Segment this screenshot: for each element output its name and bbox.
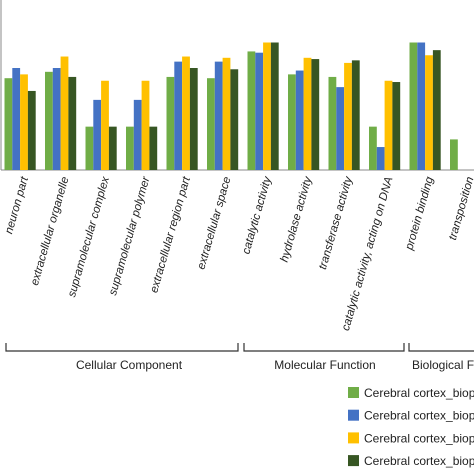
x-tick-label: transposition <box>447 176 474 242</box>
legend: Cerebral cortex_biop Cerebral cortex_biop… <box>348 386 474 468</box>
x-tick-label: protein binding <box>403 175 436 252</box>
group-bracket <box>5 343 239 352</box>
x-tick-label: transferase activity <box>317 174 355 271</box>
group-bracket <box>243 343 405 352</box>
bar-4-series-3 <box>141 80 150 170</box>
bar-8-series-4 <box>311 59 320 171</box>
bar-7-series-2 <box>255 52 264 171</box>
x-tick-label: supramolecular polymer <box>107 174 153 296</box>
bar-5-series-2 <box>174 61 183 170</box>
bar-7-series-4 <box>270 42 279 170</box>
bar-9-series-1 <box>328 76 337 170</box>
bar-2-series-1 <box>45 71 53 170</box>
bar-10-series-4 <box>392 82 401 170</box>
bar-12-series-1 <box>450 139 458 170</box>
group-label: Molecular Function <box>274 358 375 372</box>
bar-1-series-2 <box>12 68 21 170</box>
bar-11-series-3 <box>425 55 433 170</box>
bar-6-series-3 <box>222 57 231 170</box>
bar-5-series-4 <box>189 68 198 170</box>
bar-2-series-3 <box>60 56 69 170</box>
bar-3-series-2 <box>93 99 102 170</box>
bar-10-series-3 <box>384 80 393 170</box>
x-tick-label: catalytic activity <box>240 174 274 255</box>
bar-8-series-3 <box>303 57 312 170</box>
bar-11-series-2 <box>417 42 426 170</box>
bar-6-series-2 <box>214 61 223 170</box>
bar-8-series-2 <box>295 70 304 170</box>
legend-swatch <box>348 409 359 421</box>
bars <box>4 42 458 171</box>
legend-swatch <box>348 387 359 398</box>
bar-7-series-1 <box>247 51 256 170</box>
bar-1-series-4 <box>27 90 36 170</box>
bar-6-series-1 <box>207 78 215 170</box>
x-tick-label: extracellular organelle <box>29 176 72 287</box>
bar-2-series-2 <box>52 68 61 170</box>
bar-7-series-3 <box>263 42 271 170</box>
legend-label: Cerebral cortex_biop <box>364 409 474 423</box>
bar-10-series-2 <box>376 147 385 170</box>
bar-2-series-4 <box>68 76 77 170</box>
bar-5-series-3 <box>182 56 190 170</box>
group-bracket <box>408 343 474 352</box>
bar-9-series-3 <box>344 62 352 170</box>
x-tick-label: extracellular region part <box>148 175 193 295</box>
x-tick-label: extracellular space <box>196 176 234 271</box>
bar-11-series-1 <box>409 42 418 170</box>
x-tick-label: neuron part <box>3 175 31 236</box>
legend-label: Cerebral cortex_biop <box>364 431 474 445</box>
bar-4-series-1 <box>126 126 134 170</box>
bar-6-series-4 <box>230 69 239 170</box>
x-tick-label: supramolecular complex <box>66 174 112 298</box>
bar-3-series-4 <box>108 126 117 170</box>
bar-1-series-1 <box>4 78 13 170</box>
bar-9-series-4 <box>351 60 360 170</box>
bar-4-series-4 <box>149 126 158 170</box>
group-brackets: Cellular Component Molecular Function Biol… <box>5 343 474 372</box>
legend-swatch <box>348 455 359 467</box>
bar-1-series-3 <box>20 74 28 170</box>
bar-11-series-4 <box>432 50 441 170</box>
group-label: Cellular Component <box>76 358 183 372</box>
bar-4-series-2 <box>133 99 142 170</box>
legend-swatch <box>348 432 359 444</box>
bar-9-series-2 <box>336 87 345 170</box>
bar-3-series-1 <box>85 126 94 170</box>
x-tick-label: hydrolase activity <box>279 174 315 263</box>
group-label: Biological F <box>412 358 474 372</box>
bar-10-series-1 <box>369 126 377 170</box>
bar-3-series-3 <box>101 80 109 170</box>
bar-8-series-1 <box>288 74 296 170</box>
legend-label: Cerebral cortex_biop <box>364 386 474 400</box>
bar-5-series-1 <box>166 76 175 170</box>
legend-label: Cerebral cortex_biop <box>364 454 474 468</box>
